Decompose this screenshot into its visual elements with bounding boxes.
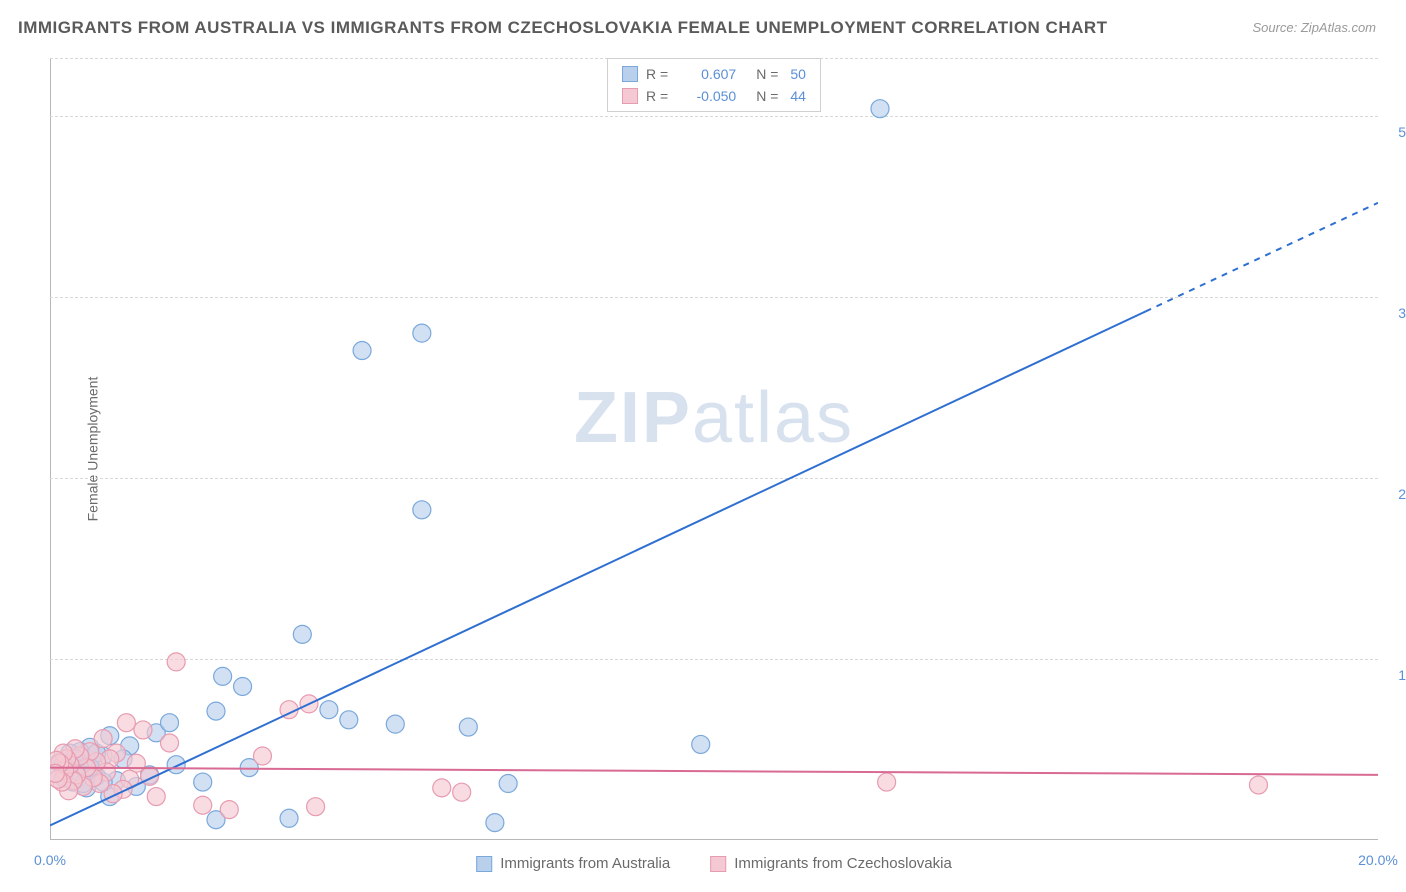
n-label: N = bbox=[756, 63, 778, 85]
y-tick-label: 37.5% bbox=[1398, 305, 1406, 321]
legend-series: Immigrants from Australia Immigrants fro… bbox=[476, 855, 952, 872]
swatch-australia bbox=[622, 66, 638, 82]
legend-item-australia: Immigrants from Australia bbox=[476, 855, 670, 872]
legend-item-czechoslovakia: Immigrants from Czechoslovakia bbox=[710, 855, 952, 872]
r-value-czechoslovakia: -0.050 bbox=[680, 85, 736, 107]
chart-title: IMMIGRANTS FROM AUSTRALIA VS IMMIGRANTS … bbox=[18, 18, 1108, 38]
y-tick-label: 25.0% bbox=[1398, 486, 1406, 502]
scatter-plot bbox=[50, 58, 1378, 840]
n-label: N = bbox=[756, 85, 778, 107]
legend-row-czechoslovakia: R = -0.050 N = 44 bbox=[622, 85, 806, 107]
legend-label-australia: Immigrants from Australia bbox=[500, 855, 670, 872]
legend-row-australia: R = 0.607 N = 50 bbox=[622, 63, 806, 85]
legend-correlation: R = 0.607 N = 50 R = -0.050 N = 44 bbox=[607, 58, 821, 112]
n-value-czechoslovakia: 44 bbox=[790, 85, 806, 107]
source-attribution: Source: ZipAtlas.com bbox=[1252, 20, 1376, 35]
y-tick-label: 50.0% bbox=[1398, 124, 1406, 140]
legend-label-czechoslovakia: Immigrants from Czechoslovakia bbox=[734, 855, 952, 872]
r-label: R = bbox=[646, 63, 668, 85]
x-tick-label: 0.0% bbox=[34, 852, 66, 868]
chart-area: Female Unemployment ZIPatlas 0.0%20.0% 1… bbox=[50, 58, 1378, 840]
x-tick-label: 20.0% bbox=[1358, 852, 1398, 868]
r-label: R = bbox=[646, 85, 668, 107]
swatch-czechoslovakia bbox=[622, 88, 638, 104]
r-value-australia: 0.607 bbox=[680, 63, 736, 85]
swatch-australia bbox=[476, 856, 492, 872]
y-tick-label: 12.5% bbox=[1398, 667, 1406, 683]
n-value-australia: 50 bbox=[790, 63, 806, 85]
swatch-czechoslovakia bbox=[710, 856, 726, 872]
